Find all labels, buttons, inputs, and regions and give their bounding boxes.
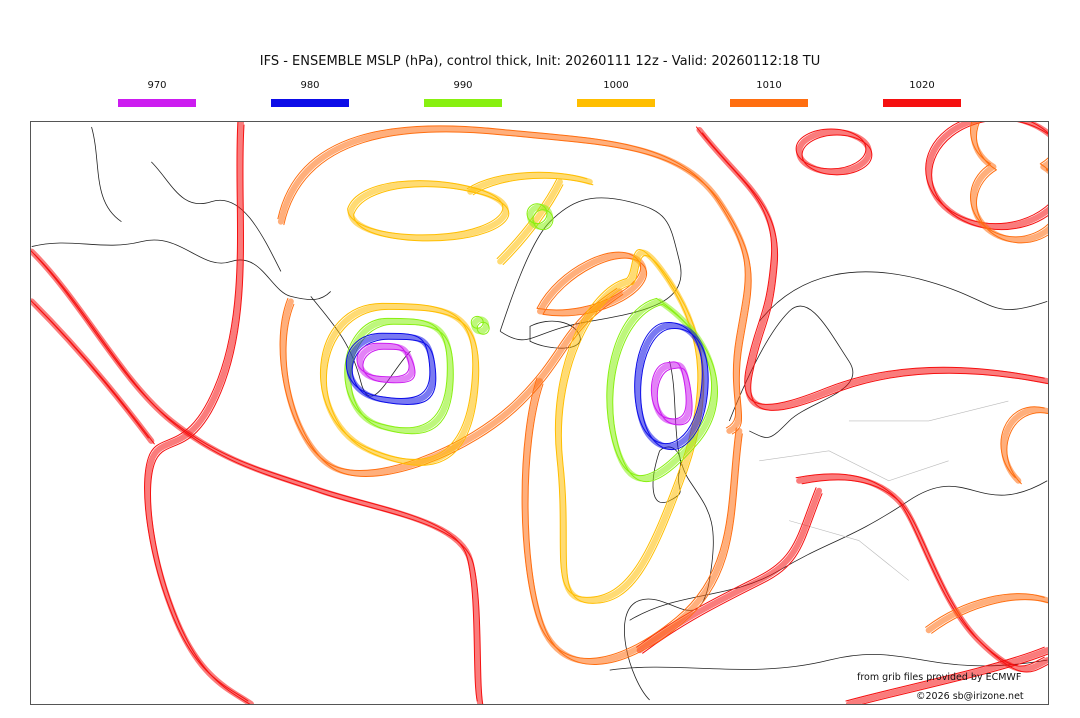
isobar-1010-hpa [522,378,743,665]
legend-label: 990 [453,80,473,91]
isobar-990-hpa [606,298,718,482]
coastline-north-america [31,239,331,301]
isobar-1000-hpa [347,180,509,241]
isobar-1000-hpa [347,180,504,236]
isobar-990-hpa [476,321,490,335]
legend-swatch [424,99,502,107]
isobar-1020-hpa [796,473,1048,672]
isobar-990-hpa [606,297,712,477]
isobar-990-hpa [532,209,554,231]
isobar-980-hpa [634,322,709,450]
isobar-1020-hpa [150,124,251,704]
isobar-1020-hpa [31,250,478,702]
isobar-980-hpa [634,322,703,445]
legend-swatch [577,99,655,107]
coastline-british-isles [652,446,681,503]
legend-label: 970 [147,80,167,91]
chart-title: IFS - ENSEMBLE MSLP (hPa), control thick… [259,54,821,69]
isobar-1020-hpa [801,479,1048,673]
borders [759,400,1009,581]
isobar-1010-hpa [521,377,737,659]
isobar-1000-hpa [325,308,480,466]
isobar-1020-hpa [925,122,1048,230]
isobar-980-hpa [640,328,709,451]
isobar-1020-hpa [845,646,1045,702]
isobar-1020-hpa [701,132,1048,411]
mslp-map [30,121,1049,705]
isobar-1000-hpa [554,249,699,598]
isobar-1020-hpa [796,129,872,175]
legend-swatch [271,99,349,107]
coastline-scandinavia [728,305,854,438]
isobar-1000-hpa [555,249,704,604]
legend-item-970: 970 [118,80,196,107]
isobar-1020-hpa [861,653,1048,704]
legend-swatch [883,99,961,107]
isobar-1000-hpa [320,302,474,460]
isobar-1020-hpa [925,122,1048,225]
legend-swatch [730,99,808,107]
isobar-1000-hpa [467,172,593,265]
legend-item-990: 990 [424,80,502,107]
isobar-1010-hpa [970,122,1048,238]
isobar-990-hpa [526,203,548,225]
legend-item-1000: 1000 [577,80,655,107]
isobar-1020-hpa [801,134,873,176]
legend-item-1020: 1020 [883,80,961,107]
isobar-970-hpa [356,342,410,378]
isobar-1020-hpa [795,128,867,170]
isobar-1020-hpa [144,122,249,702]
isobar-980-hpa [351,338,437,406]
coastline-africa [609,654,1048,671]
isobar-1010-hpa [277,125,746,429]
coastline-scandinavia-north [758,271,1048,322]
coastline-greenland [499,197,682,341]
isobar-990-hpa [471,316,490,335]
legend-label: 1010 [756,80,782,91]
isobar-970-hpa [656,367,693,426]
source-credit: from grib files provided by ECMWF [857,672,1022,683]
isobar-970-hpa [650,361,687,420]
isobar-1000-hpa [353,186,510,242]
isobar-1020-hpa [144,122,254,704]
isobar-1010-hpa [527,383,743,665]
isobar-1010-hpa [925,406,1045,628]
isobar-1010-hpa [285,293,624,477]
legend-label: 980 [300,80,320,91]
isobar-1020-hpa [31,299,149,439]
isobar-1010-hpa [283,131,752,435]
legend-label: 1020 [909,80,935,91]
isobar-990-hpa [470,315,484,329]
copyright-credit: ©2026 sb@irizone.net [916,691,1024,702]
isobar-1020-hpa [795,473,1045,667]
isobar-1010-hpa [925,406,1048,634]
legend-label: 1000 [603,80,629,91]
isobar-1020-hpa [34,254,484,704]
isobar-1000-hpa [560,255,705,604]
isobar-1020-hpa [931,122,1048,231]
legend-swatch [118,99,196,107]
legend-item-980: 980 [271,80,349,107]
isobar-990-hpa [612,303,718,483]
coastline-hudson [91,126,282,272]
isobar-1010-hpa [931,412,1048,634]
isobar-1010-hpa [277,125,752,434]
isobar-970-hpa [651,361,693,425]
isobar-1020-hpa [642,493,823,654]
isobar-1020-hpa [695,126,1045,405]
isobar-1000-hpa [472,177,594,266]
isobar-1020-hpa [31,248,484,704]
coastline-labrador [310,296,411,397]
isobar-1020-hpa [845,647,1048,704]
isobar-990-hpa [344,317,448,429]
isobar-1020-hpa [696,126,1048,411]
isobar-980-hpa [345,332,431,400]
legend-item-1010: 1010 [730,80,808,107]
